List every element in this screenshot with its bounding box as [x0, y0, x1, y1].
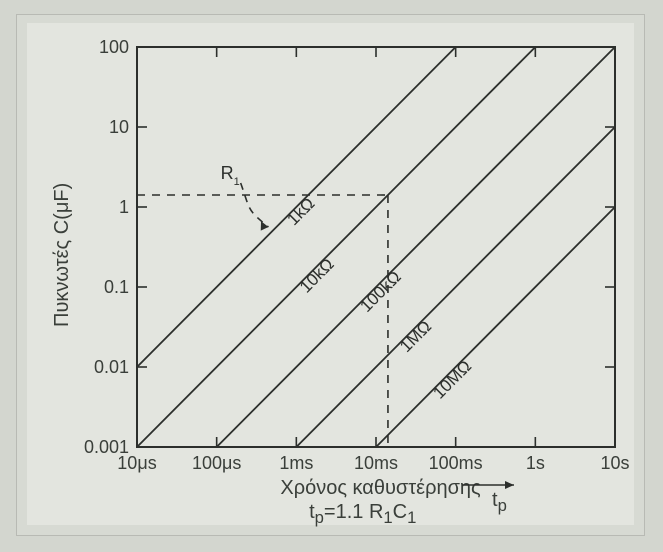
r1-arrow-path [241, 183, 269, 227]
r1-label: R1 [221, 163, 240, 188]
y-tick-label: 100 [99, 37, 129, 58]
y-tick-label: 0.1 [104, 277, 129, 298]
x-axis-equation: tp=1.1 R1C1 [309, 501, 416, 528]
r1-arrowhead [258, 221, 270, 233]
resistance-line-label: 10kΩ [296, 255, 338, 297]
eq-p: p [315, 508, 324, 527]
eq-c: C [393, 501, 407, 523]
eq-1b: 1 [407, 508, 416, 527]
y-axis-label: Πυκνωτές C(μF) [51, 183, 74, 327]
y-axis-label-text: Πυκνωτές C(μF) [51, 183, 73, 327]
y-tick-label: 1 [119, 197, 129, 218]
tp-arrow: tp [462, 477, 534, 507]
x-tick-label: 1ms [279, 453, 313, 474]
resistance-line [296, 127, 615, 447]
resistance-line-label: 10MΩ [429, 357, 475, 403]
eq-1: 1 [383, 508, 392, 527]
x-tick-label: 10s [600, 453, 629, 474]
resistance-line [217, 47, 615, 447]
y-tick-label: 0.01 [94, 357, 129, 378]
x-tick-label: 10ms [354, 453, 398, 474]
resistance-line-label: 1MΩ [396, 317, 435, 356]
resistance-line-label: 100kΩ [356, 267, 404, 316]
resistance-line [137, 47, 535, 447]
eq-eq: =1.1 R [324, 501, 383, 523]
x-axis-label: Χρόνος καθυστέρησης [280, 477, 480, 500]
x-tick-label: 10μs [117, 453, 156, 474]
x-tick-label: 100ms [429, 453, 483, 474]
plot-border [137, 47, 615, 447]
chart-plot-area: 1kΩ 10kΩ 100kΩ1MΩ10MΩ R1 [137, 47, 615, 447]
x-tick-label: 100μs [192, 453, 241, 474]
outer-frame: 1kΩ 10kΩ 100kΩ1MΩ10MΩ R1 Πυκνωτές C(μF) Χρό… [16, 14, 645, 536]
chart-svg: 1kΩ 10kΩ 100kΩ1MΩ10MΩ R1 [137, 47, 615, 447]
resistance-line-label: 1kΩ [283, 194, 318, 229]
x-axis-label-text: Χρόνος καθυστέρησης [280, 477, 480, 499]
x-tick-label: 1s [526, 453, 545, 474]
tp-p: p [498, 496, 507, 515]
inner-panel: 1kΩ 10kΩ 100kΩ1MΩ10MΩ R1 Πυκνωτές C(μF) Χρό… [27, 23, 634, 525]
y-tick-label: 10 [109, 117, 129, 138]
tp-label: tp [492, 489, 507, 516]
